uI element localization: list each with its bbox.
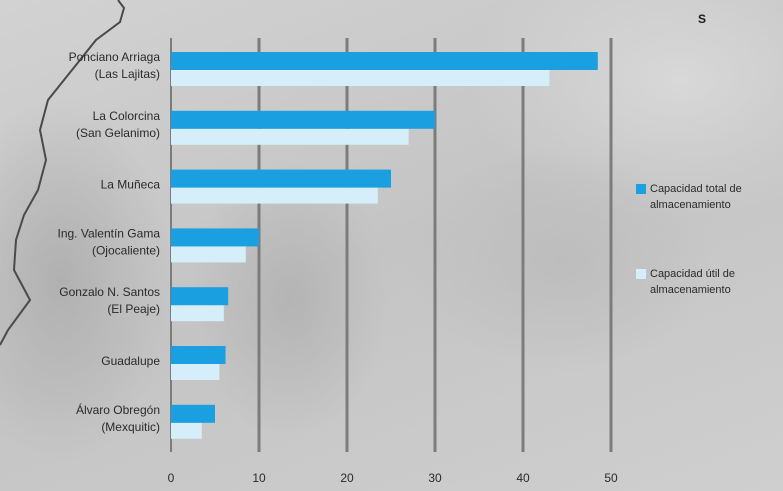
grid-lines <box>170 38 613 452</box>
category-label: La Muñeca <box>101 178 161 192</box>
category-label: Gonzalo N. Santos <box>59 285 160 299</box>
bar-util <box>171 128 409 145</box>
x-tick-labels: 0 10 20 30 40 50 <box>168 471 618 485</box>
bar-util <box>171 187 378 204</box>
category-sublabel: (Ojocaliente) <box>92 243 160 257</box>
bar-util <box>171 305 224 322</box>
bar-util <box>171 70 550 86</box>
legend-item-total: Capacidad total de almacenamiento <box>636 181 781 213</box>
category-sublabel: (Mexquitic) <box>101 420 160 434</box>
category-label: Ponciano Arriaga <box>69 50 161 64</box>
bar-util <box>171 246 246 263</box>
bar-util <box>171 422 202 439</box>
x-tick-label: 0 <box>168 471 175 485</box>
legend-label-total: Capacidad total de almacenamiento <box>650 183 742 211</box>
bar-total <box>171 346 226 364</box>
state-border-line <box>0 0 126 346</box>
category-label: Ing. Valentín Gama <box>57 226 160 240</box>
legend-swatch-total <box>636 184 646 194</box>
bar-util <box>171 364 220 380</box>
bars <box>171 52 598 439</box>
bar-total <box>171 287 229 306</box>
x-tick-label: 30 <box>428 471 442 485</box>
category-labels: Ponciano Arriaga (Las Lajitas) La Colorcin… <box>57 50 160 434</box>
bar-total <box>171 52 598 70</box>
x-tick-label: 40 <box>516 471 530 485</box>
category-label: Guadalupe <box>101 354 160 368</box>
bar-total <box>171 110 435 129</box>
x-tick-label: 20 <box>340 471 354 485</box>
category-sublabel: (El Peaje) <box>107 302 160 316</box>
compass-letter: S <box>698 12 707 26</box>
legend-label-util: Capacidad útil de almacenamiento <box>650 268 736 296</box>
category-label: La Colorcina <box>93 109 161 123</box>
legend-swatch-util <box>636 269 646 279</box>
bar-total <box>171 404 215 423</box>
legend-item-util: Capacidad útil de almacenamiento <box>636 266 781 298</box>
x-tick-label: 50 <box>604 471 618 485</box>
bar-total <box>171 169 391 188</box>
category-label: Álvaro Obregón <box>76 402 160 417</box>
category-sublabel: (Las Lajitas) <box>95 67 160 81</box>
x-tick-label: 10 <box>252 471 266 485</box>
bar-total <box>171 228 259 247</box>
category-sublabel: (San Gelanimo) <box>76 126 160 140</box>
